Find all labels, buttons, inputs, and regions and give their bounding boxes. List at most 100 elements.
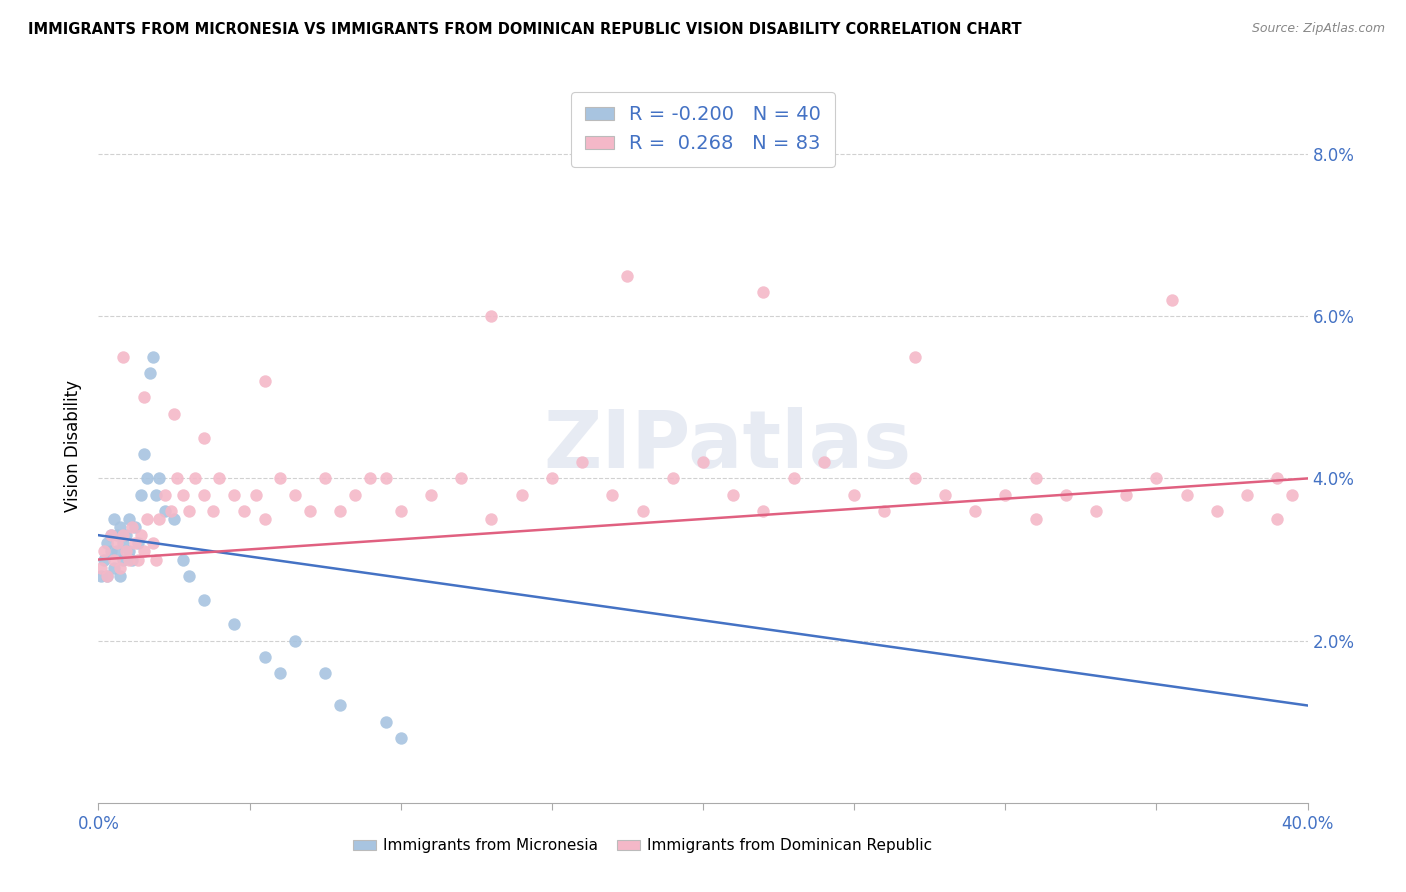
Point [148, 471, 170, 485]
Point [135, 471, 157, 485]
Point [129, 488, 152, 502]
Point [602, 488, 624, 502]
Point [723, 488, 745, 502]
Point [160, 504, 183, 518]
Point [1206, 504, 1229, 518]
Point [108, 520, 131, 534]
Point [93, 552, 115, 566]
Point [253, 512, 276, 526]
Point [118, 544, 141, 558]
Point [103, 552, 125, 566]
Point [139, 366, 162, 380]
Point [374, 714, 396, 729]
Point [103, 512, 125, 526]
Point [108, 560, 131, 574]
Point [132, 447, 155, 461]
Text: Source: ZipAtlas.com: Source: ZipAtlas.com [1251, 22, 1385, 36]
Point [105, 536, 128, 550]
Point [132, 390, 155, 404]
Point [153, 488, 176, 502]
Point [253, 374, 276, 388]
Point [481, 512, 503, 526]
Point [994, 488, 1017, 502]
Point [1175, 488, 1198, 502]
Point [329, 504, 352, 518]
Point [269, 471, 291, 485]
Point [481, 310, 503, 324]
Point [105, 544, 128, 558]
Point [105, 528, 128, 542]
Point [163, 407, 186, 421]
Point [752, 504, 775, 518]
Text: ZIPatlas: ZIPatlas [543, 407, 911, 485]
Point [1085, 504, 1108, 518]
Point [145, 552, 167, 566]
Point [314, 471, 336, 485]
Point [232, 504, 254, 518]
Point [142, 350, 165, 364]
Point [783, 471, 806, 485]
Point [904, 471, 927, 485]
Point [873, 504, 896, 518]
Point [108, 568, 131, 582]
Point [284, 488, 307, 502]
Point [111, 350, 134, 364]
Point [344, 488, 367, 502]
Point [132, 544, 155, 558]
Point [904, 350, 927, 364]
Point [571, 455, 593, 469]
Point [389, 504, 412, 518]
Point [172, 488, 194, 502]
Point [1054, 488, 1077, 502]
Point [96, 568, 118, 582]
Point [224, 617, 246, 632]
Point [389, 731, 412, 745]
Point [692, 455, 714, 469]
Point [111, 528, 134, 542]
Point [314, 666, 336, 681]
Point [752, 285, 775, 299]
Point [100, 544, 122, 558]
Point [1267, 471, 1289, 485]
Point [299, 504, 322, 518]
Point [184, 471, 207, 485]
Point [1024, 512, 1046, 526]
Point [284, 633, 307, 648]
Point [90, 560, 112, 574]
Point [224, 488, 246, 502]
Point [111, 536, 134, 550]
Point [813, 455, 835, 469]
Point [111, 552, 134, 566]
Point [193, 488, 215, 502]
Point [103, 560, 125, 574]
Point [127, 536, 149, 550]
Point [90, 568, 112, 582]
Point [1236, 488, 1258, 502]
Point [245, 488, 267, 502]
Point [1024, 471, 1046, 485]
Point [540, 471, 562, 485]
Point [114, 544, 136, 558]
Point [269, 666, 291, 681]
Point [193, 593, 215, 607]
Text: IMMIGRANTS FROM MICRONESIA VS IMMIGRANTS FROM DOMINICAN REPUBLIC VISION DISABILI: IMMIGRANTS FROM MICRONESIA VS IMMIGRANTS… [28, 22, 1022, 37]
Point [208, 471, 231, 485]
Point [145, 488, 167, 502]
Point [510, 488, 533, 502]
Point [616, 268, 638, 283]
Point [93, 544, 115, 558]
Point [202, 504, 225, 518]
Point [661, 471, 683, 485]
Point [844, 488, 866, 502]
Point [1281, 488, 1303, 502]
Point [631, 504, 654, 518]
Point [172, 552, 194, 566]
Point [142, 536, 165, 550]
Point [1115, 488, 1137, 502]
Point [179, 504, 201, 518]
Point [166, 471, 188, 485]
Point [129, 528, 152, 542]
Point [1267, 512, 1289, 526]
Point [1160, 293, 1182, 307]
Point [163, 512, 186, 526]
